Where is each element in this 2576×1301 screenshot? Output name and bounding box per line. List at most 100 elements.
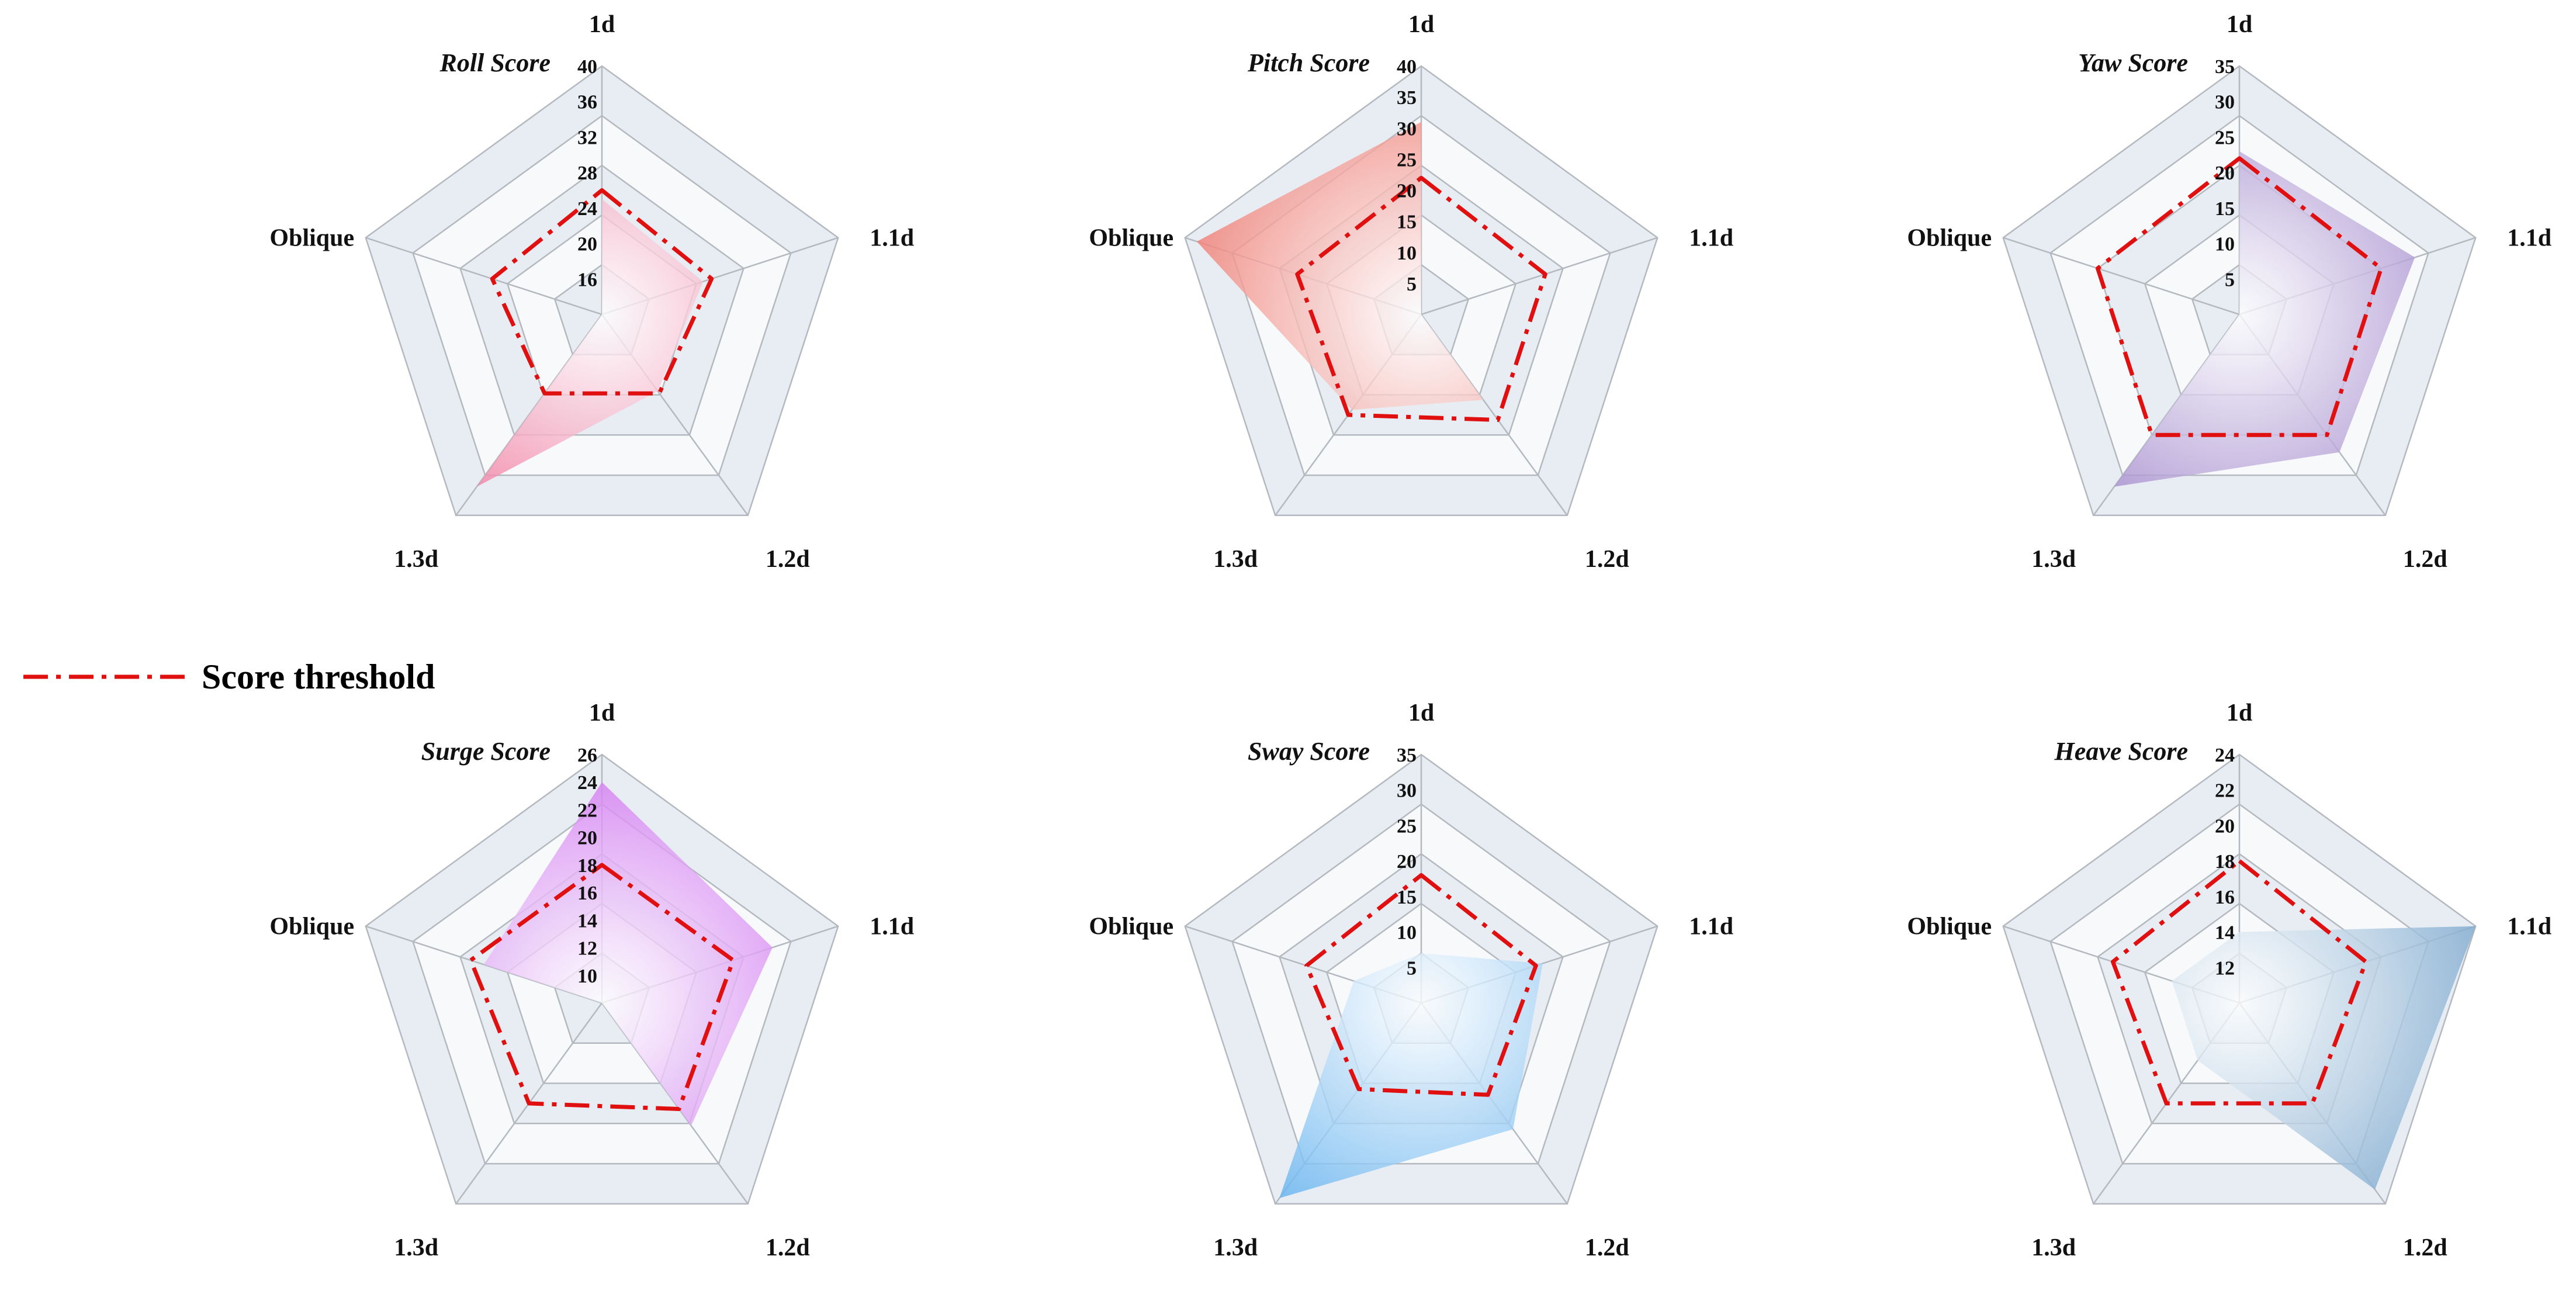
surge-score-tick-10: 10 [577,966,597,987]
sway-score-title: Sway Score [1248,737,1370,766]
roll-score-point-1d [601,199,603,200]
yaw-score-point-oblique [2239,314,2240,315]
pitch-score-tick-35: 35 [1397,87,1417,109]
yaw-score-tick-30: 30 [2215,92,2235,113]
pitch-score-point-1d [1421,122,1422,123]
legend: Score threshold [23,658,435,696]
surge-score-threshold-line [468,863,736,1111]
roll-score-tick-16: 16 [577,269,597,290]
roll-score-tick-40: 40 [577,56,597,78]
sway-score-axis-label-1d: 1d [1408,700,1434,726]
pitch-score-chart: 5 10 15 20 25 30 35 40 1d 1.1d 1.2d 1.3d Oblique Pitc… [1089,11,1733,573]
pitch-score-axis-label-1d: 1d [1408,11,1434,38]
heave-score-axis-label-1-1d: 1.1d [2507,914,2551,940]
pitch-score-point-1-1d [1421,314,1422,315]
roll-score-chart: 16 20 24 28 32 36 40 1d 1.1d 1.2d 1.3d Oblique Roll … [269,11,914,573]
sway-score-point-1-1d [1542,963,1543,964]
sway-score-point-1d [1421,953,1422,954]
roll-score-axis-label-1d: 1d [589,11,615,38]
roll-score-spoke-oblique [365,237,603,316]
roll-score-point-oblique [601,314,603,315]
yaw-score-chart: 5 10 15 20 25 30 35 1d 1.1d 1.2d 1.3d Oblique Yaw Sc… [1907,11,2551,573]
pitch-score-point-1-2d [1483,399,1484,400]
surge-score-tick-12: 12 [577,938,597,960]
yaw-score-axis-label-1-3d: 1.3d [2031,546,2076,573]
sway-score-tick-25: 25 [1397,815,1417,837]
sway-score-tick-15: 15 [1397,887,1417,908]
yaw-score-point-1-2d [2339,452,2340,453]
pitch-score-ring-5 [1184,65,1659,517]
heave-score-tick-20: 20 [2215,815,2235,837]
surge-score-point-oblique [483,964,484,965]
surge-score-tick-20: 20 [577,828,597,849]
heave-score-ring-4 [2049,803,2429,1165]
heave-score-point-1-1d [2475,926,2476,927]
roll-score-tick-32: 32 [577,127,597,148]
surge-score-tick-14: 14 [577,910,597,932]
pitch-score-axis-label-oblique: Oblique [1089,225,1173,252]
pitch-score-tick-20: 20 [1397,181,1417,202]
roll-score-tick-24: 24 [577,198,597,220]
sway-score-axis-label-1-1d: 1.1d [1689,914,1733,940]
heave-score-point-1-3d [2197,1060,2198,1061]
sway-score-axis-label-1-2d: 1.2d [1585,1234,1629,1261]
sway-score-axis-label-1-3d: 1.3d [1213,1234,1258,1261]
pitch-score-tick-15: 15 [1397,212,1417,233]
surge-score-ring-5 [365,753,839,1205]
pitch-score-axis-label-1-1d: 1.1d [1689,225,1733,252]
legend-label: Score threshold [202,658,435,696]
heave-score-tick-16: 16 [2215,887,2235,908]
yaw-score-threshold-line [2096,156,2383,437]
yaw-score-spoke-oblique [2003,237,2240,316]
radar-charts: 16 20 24 28 32 36 40 1d 1.1d 1.2d 1.3d Oblique Roll … [269,11,2551,1261]
roll-score-axis-label-1-1d: 1.1d [870,225,914,252]
pitch-score-tick-5: 5 [1407,274,1417,295]
roll-score-ring-3 [459,164,745,436]
roll-score-point-1-2d [657,390,659,392]
surge-score-spoke-1-2d [601,1002,749,1205]
yaw-score-ring-5 [2002,65,2477,517]
sway-score-tick-10: 10 [1397,922,1417,944]
yaw-score-axis-label-oblique: Oblique [1907,225,1992,252]
sway-score-point-1-3d [1279,1198,1280,1199]
sway-score-point-oblique [1353,981,1355,982]
surge-score-tick-18: 18 [577,855,597,877]
yaw-score-title: Yaw Score [2078,49,2188,77]
yaw-score-spoke-1-3d [2093,314,2241,516]
heave-score-axis-label-1d: 1d [2227,700,2252,726]
yaw-score-tick-35: 35 [2215,56,2235,78]
surge-score-point-1-2d [691,1125,692,1126]
roll-score-tick-28: 28 [577,162,597,184]
yaw-score-tick-15: 15 [2215,198,2235,220]
pitch-score-series-area [1197,122,1484,410]
yaw-score-point-1d [2239,151,2240,152]
heave-score-ring-5 [2002,753,2477,1205]
pitch-score-axis-label-1-2d: 1.2d [1585,546,1629,573]
sway-score-tick-20: 20 [1397,851,1417,873]
roll-score-ring-5 [365,65,839,517]
heave-score-axis-label-oblique: Oblique [1907,914,1992,940]
heave-score-tick-12: 12 [2215,957,2235,979]
pitch-score-point-1-3d [1351,409,1352,410]
surge-score-tick-16: 16 [577,883,597,904]
surge-score-axis-label-1-1d: 1.1d [870,914,914,940]
pitch-score-title: Pitch Score [1247,49,1370,77]
heave-score-tick-22: 22 [2215,780,2235,802]
sway-score-ring-5 [1184,753,1659,1205]
yaw-score-ring-4 [2049,115,2429,476]
pitch-score-tick-30: 30 [1397,118,1417,140]
heave-score-title: Heave Score [2054,737,2188,766]
heave-score-point-1d [2239,932,2240,933]
yaw-score-tick-10: 10 [2215,234,2235,255]
surge-score-title: Surge Score [421,737,550,766]
surge-score-series-area [483,782,773,1126]
heave-score-tick-18: 18 [2215,851,2235,873]
roll-score-ring-4 [412,115,792,476]
roll-score-tick-36: 36 [577,92,597,113]
roll-score-series-area [476,199,704,487]
surge-score-ring-4 [412,803,792,1165]
surge-score-axis-label-1-3d: 1.3d [394,1234,438,1261]
roll-score-axis-label-1-3d: 1.3d [394,546,438,573]
surge-score-tick-26: 26 [577,745,597,766]
